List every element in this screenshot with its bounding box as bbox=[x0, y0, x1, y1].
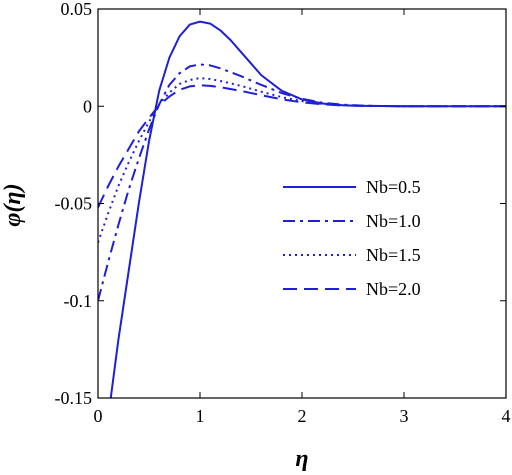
y-axis-title: φ(η) bbox=[0, 183, 26, 226]
x-tick-label: 1 bbox=[196, 406, 205, 426]
x-tick-label: 2 bbox=[298, 406, 307, 426]
x-tick-label: 0 bbox=[94, 406, 103, 426]
legend-label-2: Nb=1.0 bbox=[366, 211, 421, 231]
x-axis-title: η bbox=[295, 446, 308, 472]
y-tick-label: 0.05 bbox=[61, 0, 93, 19]
x-axis-ticks: 0 1 2 3 4 bbox=[94, 9, 511, 426]
legend-label-4: Nb=2.0 bbox=[366, 279, 421, 299]
y-axis-ticks: -0.15 -0.1 -0.05 0 0.05 bbox=[55, 0, 506, 408]
y-tick-label: -0.05 bbox=[55, 194, 93, 214]
legend: Nb=0.5 Nb=1.0 Nb=1.5 Nb=2.0 bbox=[283, 177, 421, 299]
series-line-4 bbox=[98, 84, 506, 208]
series-line-3 bbox=[98, 77, 506, 243]
series-line-2 bbox=[98, 63, 506, 302]
y-tick-label: -0.1 bbox=[64, 291, 93, 311]
y-tick-label: 0 bbox=[83, 96, 92, 116]
legend-label-3: Nb=1.5 bbox=[366, 245, 421, 265]
x-tick-label: 3 bbox=[400, 406, 409, 426]
legend-label-1: Nb=0.5 bbox=[366, 177, 421, 197]
y-tick-label: -0.15 bbox=[55, 388, 93, 408]
x-tick-label: 4 bbox=[502, 406, 511, 426]
series-layer bbox=[98, 20, 506, 398]
plot-frame bbox=[97, 8, 507, 399]
